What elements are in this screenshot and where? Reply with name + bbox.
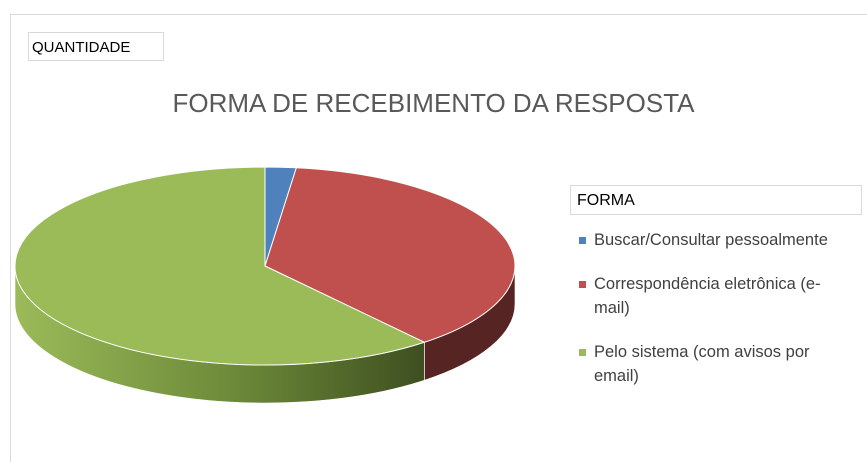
legend-item[interactable]: Buscar/Consultar pessoalmente [576, 228, 846, 252]
legend-swatch [579, 349, 586, 356]
legend: Buscar/Consultar pessoalmente Correspondê… [576, 228, 846, 408]
legend-label: Pelo sistema (com avisos por email) [594, 343, 810, 385]
chart-title: FORMA DE RECEBIMENTO DA RESPOSTA [172, 88, 695, 118]
legend-title[interactable]: FORMA [570, 185, 862, 215]
slice [264, 167, 516, 343]
slice [14, 166, 426, 366]
legend-label: Buscar/Consultar pessoalmente [594, 231, 828, 249]
legend-label: Correspondência eletrônica (e-mail) [594, 275, 821, 317]
chart-frame [10, 14, 867, 462]
legend-item[interactable]: Correspondência eletrônica (e-mail) [576, 272, 846, 320]
field-button[interactable]: QUANTIDADE [28, 32, 164, 61]
legend-swatch [579, 237, 586, 244]
legend-item[interactable]: Pelo sistema (com avisos por email) [576, 340, 846, 388]
legend-swatch [579, 281, 586, 288]
